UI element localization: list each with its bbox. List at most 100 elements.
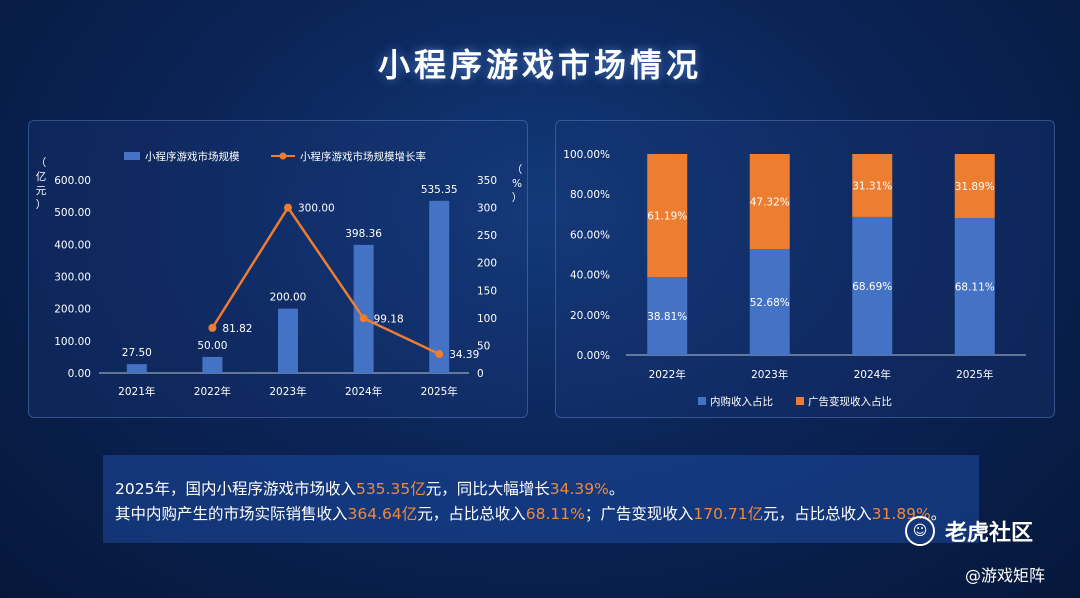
watermark-handle: @游戏矩阵 <box>965 566 1046 585</box>
x-tick-label: 2025年 <box>421 385 458 398</box>
y-tick-label-right: 50 <box>477 340 490 352</box>
segment-data-label: 52.68% <box>750 297 790 309</box>
legend-label-bar: 小程序游戏市场规模 <box>145 150 240 163</box>
y-tick-label: 0.00% <box>577 350 610 362</box>
y-axis-unit-left: （ <box>36 157 47 169</box>
y-axis-unit-left: 元 <box>36 185 47 197</box>
stacked-bar-segment-inapp <box>954 218 995 355</box>
line-data-label: 34.39 <box>449 349 479 361</box>
y-tick-label-left: 500.00 <box>54 207 91 219</box>
y-tick-label-right: 100 <box>477 313 497 325</box>
y-tick-label-right: 350 <box>477 175 497 187</box>
line-point <box>284 203 292 212</box>
y-tick-label-right: 150 <box>477 285 497 297</box>
y-axis-unit-right: % <box>512 178 522 190</box>
watermark-brand: ☺ 老虎社区 <box>905 515 1033 547</box>
x-tick-label: 2024年 <box>345 385 382 398</box>
x-tick-label: 2022年 <box>194 385 231 398</box>
revenue-share-chart: 0.00% 20.00% 40.00% 60.00% 80.00% 100.00% 38.8… <box>563 149 1026 408</box>
y-axis-unit-right: ） <box>512 192 523 204</box>
x-tick-label: 2023年 <box>269 385 306 398</box>
market-size-chart-panel: 小程序游戏市场规模 小程序游戏市场规模增长率（亿元）（%） 0.00 100.00 20… <box>28 120 528 418</box>
bar <box>202 356 223 373</box>
y-tick-label: 80.00% <box>570 189 610 201</box>
segment-data-label: 31.31% <box>852 180 892 192</box>
legend-label-ads: 广告变现收入占比 <box>808 395 892 408</box>
stacked-bar-segment-inapp <box>852 216 893 355</box>
y-tick-label: 100.00% <box>563 149 610 161</box>
segment-data-label: 47.32% <box>750 197 790 209</box>
summary-text: 元，占比总收入 <box>763 505 872 523</box>
growth-rate-line <box>211 205 440 356</box>
line-data-label: 81.82 <box>222 323 252 335</box>
y-tick-label-left: 0.00 <box>68 368 91 380</box>
y-tick-label: 20.00% <box>570 310 610 322</box>
summary-highlight: 170.71亿 <box>693 505 764 523</box>
summary-highlight: 364.64亿 <box>347 505 418 523</box>
watermark-brand-text: 老虎社区 <box>945 521 1034 546</box>
line-data-label: 300.00 <box>298 203 335 215</box>
bar <box>429 200 450 373</box>
summary-highlight: 68.11% <box>525 505 585 523</box>
legend-swatch-inapp <box>698 397 706 405</box>
x-tick-label: 2021年 <box>118 385 155 398</box>
market-size-chart: 小程序游戏市场规模 小程序游戏市场规模增长率（亿元）（%）0.00100.0020… <box>36 150 523 398</box>
y-axis-unit-left: ） <box>36 199 47 211</box>
segment-data-label: 31.89% <box>955 181 995 193</box>
segment-data-label: 68.11% <box>955 282 995 294</box>
stacked-bar-segment-ads <box>749 154 790 250</box>
summary-text: 2025年，国内小程序游戏市场收入 <box>115 480 356 498</box>
bar-data-label: 50.00 <box>197 340 227 352</box>
summary-text: 。 <box>930 505 947 523</box>
summary-text: 其中内购产生的市场实际销售收入 <box>115 505 348 523</box>
x-tick-label: 2022年 <box>649 368 686 381</box>
y-tick-label-right: 250 <box>477 230 497 242</box>
summary-box: 2025年，国内小程序游戏市场收入535.35亿元，同比大幅增长34.39%。 … <box>103 455 979 543</box>
legend-swatch-bar <box>124 152 140 160</box>
page-title: 小程序游戏市场情况 <box>377 46 702 84</box>
segment-data-label: 61.19% <box>647 210 687 222</box>
y-tick-label-left: 200.00 <box>54 304 91 316</box>
x-tick-label: 2024年 <box>854 368 891 381</box>
bar-data-label: 27.50 <box>122 347 152 359</box>
bar-data-label: 535.35 <box>421 184 458 196</box>
y-tick-label-left: 600.00 <box>54 175 91 187</box>
y-tick-label-right: 300 <box>477 203 497 215</box>
line-data-label: 99.18 <box>374 313 404 325</box>
stacked-bar-segment-inapp <box>749 249 790 355</box>
y-tick-label-left: 100.00 <box>54 336 91 348</box>
summary-text: 元，占比总收入 <box>417 505 526 523</box>
bar <box>126 364 147 373</box>
line-point <box>359 314 368 323</box>
stacked-bar-segment-ads <box>852 154 893 217</box>
bar <box>278 308 298 373</box>
summary-line-1: 2025年，国内小程序游戏市场收入535.35亿元，同比大幅增长34.39%。 <box>115 477 967 502</box>
x-tick-label: 2023年 <box>751 368 788 381</box>
legend-label-inapp: 内购收入占比 <box>710 395 773 408</box>
stacked-bar-segment-inapp <box>647 276 688 355</box>
summary-line-2: 其中内购产生的市场实际销售收入364.64亿元，占比总收入68.11%；广告变现… <box>115 502 967 527</box>
summary-text: ；广告变现收入 <box>584 505 694 523</box>
stacked-bar-segment-ads <box>954 154 995 219</box>
y-axis-unit-right: （ <box>512 164 523 176</box>
y-tick-label: 60.00% <box>570 229 610 241</box>
bar <box>353 244 374 373</box>
line-point <box>208 323 217 332</box>
legend-swatch-ads <box>796 397 804 405</box>
y-tick-label-left: 400.00 <box>54 239 91 251</box>
segment-data-label: 68.69% <box>852 281 892 293</box>
stacked-bar-segment-ads <box>647 154 688 277</box>
y-tick-label-right: 0 <box>477 368 484 380</box>
revenue-share-chart-panel: 0.00% 20.00% 40.00% 60.00% 80.00% 100.00% 38.8… <box>555 120 1055 418</box>
y-tick-label: 40.00% <box>570 270 610 282</box>
y-tick-label-right: 200 <box>477 258 497 270</box>
legend-marker-line <box>279 152 287 160</box>
y-tick-label-left: 300.00 <box>54 272 91 284</box>
bar-data-label: 398.36 <box>345 228 382 240</box>
summary-text: 。 <box>608 480 625 498</box>
bar-data-label: 200.00 <box>270 292 307 304</box>
summary-highlight: 34.39% <box>549 480 609 498</box>
x-tick-label: 2025年 <box>956 368 993 381</box>
summary-text: 元，同比大幅增长 <box>425 480 550 498</box>
tiger-logo-icon: ☺ <box>905 516 935 546</box>
